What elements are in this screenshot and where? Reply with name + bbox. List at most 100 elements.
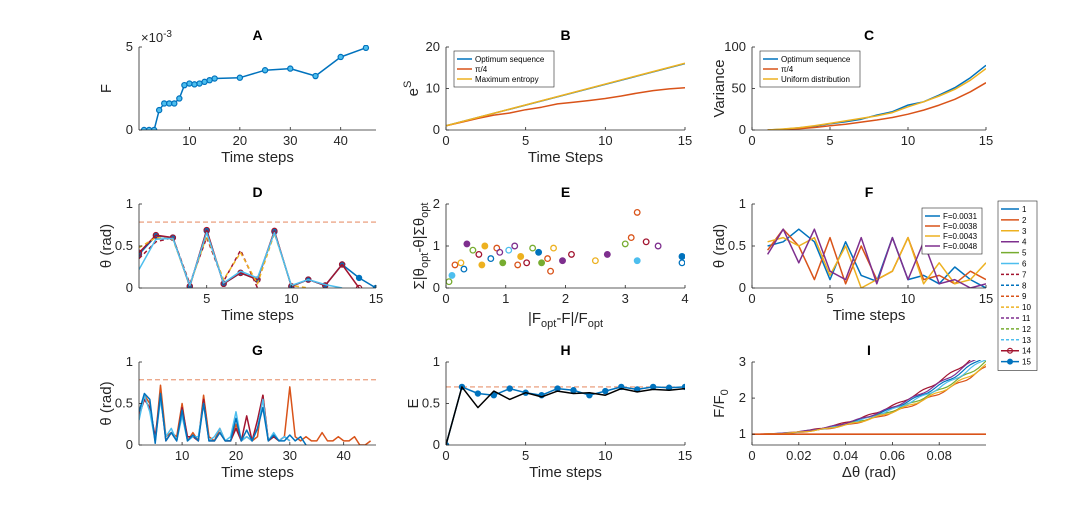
data-point [261,67,269,74]
scatter-point [627,234,635,242]
x-tick-label: 20 [229,448,243,463]
legend-marker [1006,358,1013,365]
scatter-point [511,242,519,250]
chart-G: 10 20 30 40 0 0.5 1 G Time steps θ (rad) [98,342,376,481]
y-axis-label: F [98,84,115,93]
x-tick-label: 2 [562,291,569,306]
chart-A: 10 20 30 40 0 5 A Time steps F ×10-3 [98,27,376,166]
scatter-point [469,246,477,254]
x-tick-label: 0.04 [833,448,858,463]
x-tick-label: 15 [979,291,993,306]
scatter-point [621,240,629,248]
data-point [506,385,513,392]
legend-label: F=0.0038 [943,222,978,231]
legend-label: F=0.0043 [943,232,978,241]
legend-label: Uniform distribution [781,75,850,84]
chart-D: 5 10 15 0 0.5 1 D Time steps θ (rad) [98,184,383,324]
data-point [140,126,148,130]
scatter-point [487,255,495,263]
chart-title: I [867,342,871,358]
x-axis-label: Δθ (rad) [842,464,896,481]
x-tick-label: 10 [901,291,915,306]
scatter-point [538,259,546,267]
scatter-point [678,259,685,267]
y-tick-label: 1 [739,426,746,441]
chart-title: H [560,342,570,358]
plot-area-H [446,383,685,445]
data-point [236,74,244,81]
data-point [287,65,294,72]
y-tick-label: 20 [426,39,440,54]
x-tick-label: 10 [598,133,612,148]
scatter-point [481,242,489,250]
scatter-point [460,265,468,273]
scatter-point [591,257,599,265]
y-tick-label: 0 [433,437,440,452]
data-point [161,100,168,107]
scatter-point [535,248,543,256]
x-tick-label: 1 [502,291,509,306]
y-axis-label: F/F0 [711,389,731,418]
series-line [144,47,367,130]
legend-label: 10 [1022,303,1031,312]
legend-label: 14 [1022,347,1031,356]
scatter-point [446,278,453,286]
data-point [206,76,213,84]
scatter-point [654,242,662,250]
legend-label: 5 [1022,249,1027,258]
legend-label: Maximum entropy [475,75,539,84]
legend-label: F=0.0048 [943,242,978,251]
data-point [474,390,482,397]
y-tick-label: 1 [433,238,440,253]
x-axis-label: Time steps [833,307,906,324]
legend-marker [1006,347,1013,354]
chart-I: 0 0.02 0.04 0.06 0.08 1 2 3 I Δθ (rad) F/F0 [711,342,986,481]
legend-label: 2 [1022,216,1027,225]
x-tick-label: 3 [622,291,629,306]
y-tick-label: 0.5 [422,396,440,411]
scatter-point [451,261,459,269]
scatter-point [529,244,537,252]
y-tick-label: 0.5 [728,238,746,253]
legend-label: Optimum sequence [475,55,545,64]
x-tick-label: 15 [979,133,993,148]
y-axis-label: θ (rad) [98,224,115,268]
y-axis-label: E [405,398,422,408]
x-tick-label: 0 [748,291,755,306]
y-tick-label: 0.5 [115,238,133,253]
data-point [312,72,319,80]
chart-title: E [561,184,570,200]
x-tick-label: 0 [442,133,449,148]
data-point [338,261,346,268]
plot-area-I [752,360,986,435]
y-axis-label: eS [402,81,422,97]
y-tick-label: 100 [724,39,746,54]
y-axis-label: Σ|θopt-θ|Σθopt [411,203,431,290]
data-point [201,78,208,86]
x-tick-label: 30 [283,133,297,148]
legend-label: 4 [1022,238,1027,247]
series-line [139,236,259,288]
plot-area-E [446,208,685,286]
plot-area-B [446,62,685,127]
y-tick-label: 50 [732,81,746,96]
growth-curve [752,360,977,435]
y-tick-label: 0 [433,122,440,137]
y-tick-label: 0 [739,122,746,137]
scatter-point [642,238,650,246]
x-tick-label: 0 [442,448,449,463]
plot-area-A [140,45,370,130]
x-axis-label: Time steps [529,464,602,481]
scatter-point [603,250,611,258]
x-tick-label: 5 [522,448,529,463]
y-tick-label: 1 [126,196,133,211]
y-axis-label: θ (rad) [711,224,728,268]
y-tick-label: 0 [126,122,133,137]
y-axis-label: θ (rad) [98,381,115,425]
data-point [191,81,198,88]
plot-area-F [766,228,986,288]
series-line [446,386,685,445]
legend-label: 12 [1022,325,1031,334]
